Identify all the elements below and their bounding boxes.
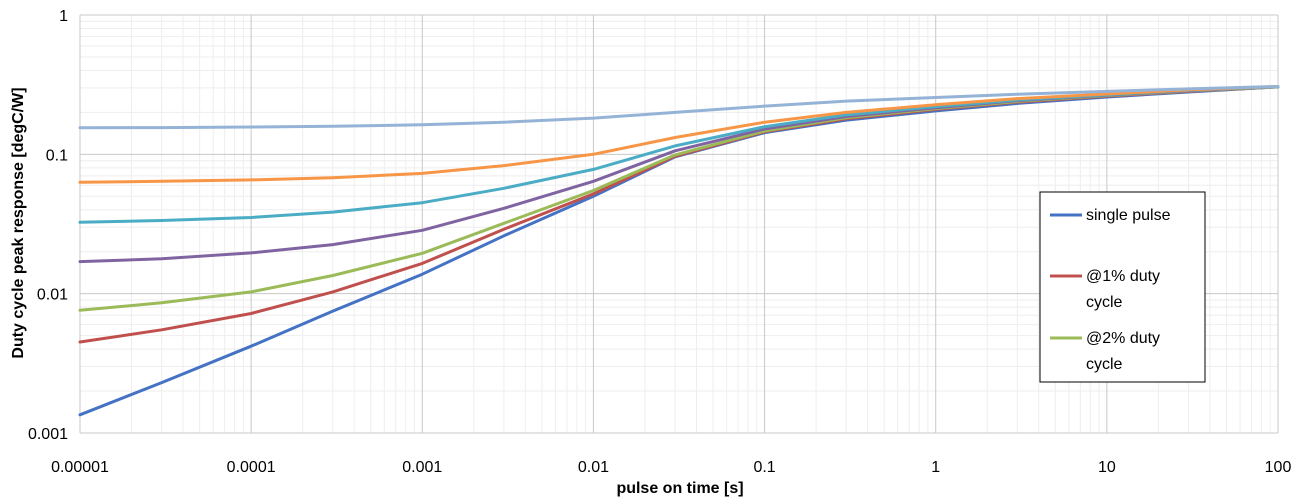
grid-layer (79, 14, 1279, 434)
legend-entry: @2% duty cycle (1050, 330, 1160, 373)
legend-label: cycle (1086, 294, 1123, 311)
legend-label: @2% duty (1086, 330, 1160, 347)
x-tick-label: 0.01 (578, 459, 609, 476)
legend-entry: @1% duty cycle (1050, 268, 1160, 311)
series-line-7 (78, 85, 1280, 130)
x-tick-label: 0.1 (753, 459, 775, 476)
x-tick-label: 100 (1265, 459, 1292, 476)
x-axis-title: pulse on time [s] (616, 480, 743, 497)
y-tick-label: 0.01 (37, 287, 68, 304)
series-layer (78, 85, 1280, 417)
legend-label: @1% duty (1086, 268, 1160, 285)
x-tick-label: 10 (1098, 459, 1116, 476)
y-tick-label: 0.1 (46, 147, 68, 164)
y-tick-label: 0.001 (28, 426, 68, 443)
x-tick-label: 0.001 (402, 459, 442, 476)
legend-box (1039, 191, 1206, 383)
legend: single pulse @1% duty cycle @2% duty cycle (1039, 191, 1206, 383)
x-tick-label: 1 (931, 459, 940, 476)
x-tick-label: 0.00001 (51, 459, 109, 476)
x-tick-label: 0.0001 (227, 459, 276, 476)
legend-entry: single pulse (1050, 207, 1171, 224)
tick-layer: 0.00001 0.0001 0.001 0.01 0.1 1 10 100 0.001 0.01… (28, 8, 1291, 476)
legend-items: single pulse @1% duty cycle @2% duty cycle (1050, 207, 1171, 373)
y-axis-title: Duty cycle peak response [degC/W] (10, 87, 27, 358)
legend-label: cycle (1086, 356, 1123, 373)
series-line-6 (78, 85, 1280, 184)
y-tick-label: 1 (59, 8, 68, 25)
legend-label: single pulse (1086, 207, 1171, 224)
